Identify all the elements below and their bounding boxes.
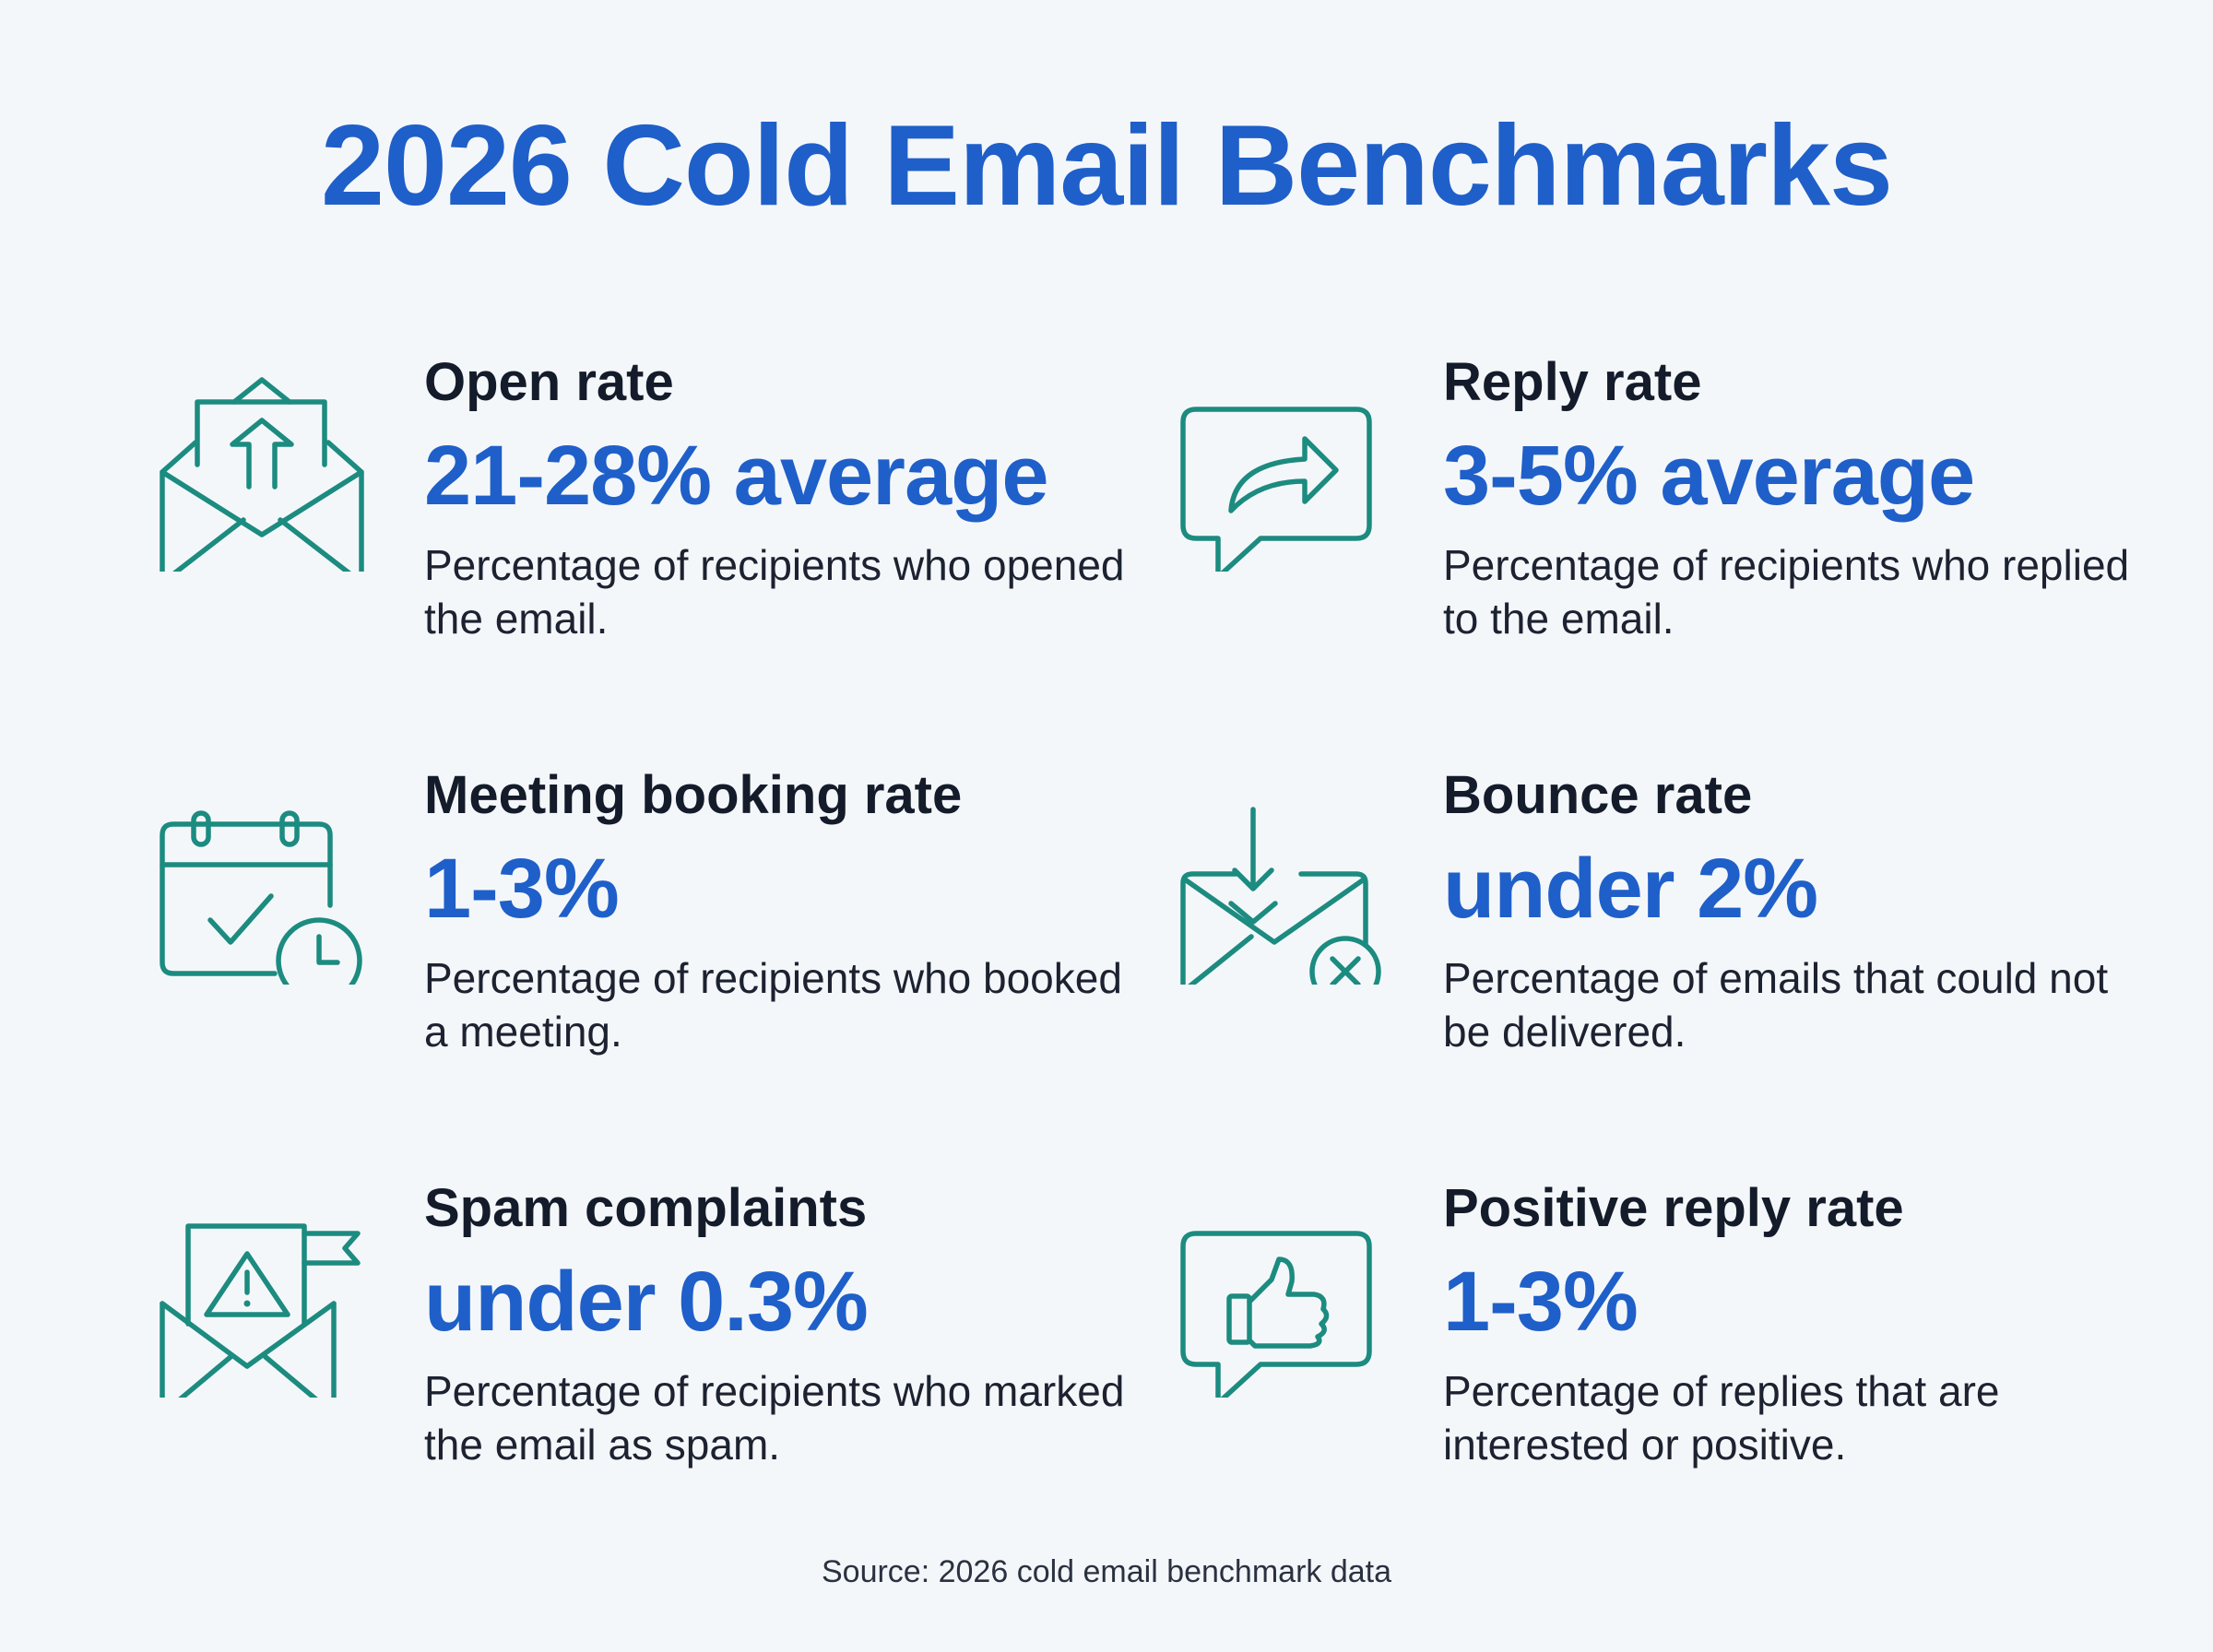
metric-label: Spam complaints [424,1178,868,1238]
envelope-open-upload-icon [157,350,378,572]
metric-label: Bounce rate [1443,765,1753,825]
envelope-warning-flag-icon [157,1176,378,1398]
metric-card-spam-complaints: Spam complaints under 0.3% Percentage of… [157,1176,1153,1490]
metric-card-positive-reply-rate: Positive reply rate 1-3% Percentage of r… [1176,1176,2172,1490]
metric-label: Meeting booking rate [424,765,963,825]
metric-value: under 2% [1443,842,1818,936]
metric-value: 21-28% average [424,429,1049,523]
metric-description: Percentage of recipients who opened the … [424,541,1125,643]
metric-value: 3-5% average [1443,429,1975,523]
metric-card-meeting-booking-rate: Meeting booking rate 1-3% Percentage of … [157,763,1153,1077]
metric-description: Percentage of emails that could not be d… [1443,954,2109,1056]
metric-description: Percentage of recipients who marked the … [424,1367,1125,1469]
metric-value: 1-3% [1443,1255,1639,1349]
metric-card-bounce-rate: Bounce rate under 2% Percentage of email… [1176,763,2172,1077]
metric-label: Reply rate [1443,352,1702,412]
metric-description: Percentage of recipients who booked a me… [424,954,1122,1056]
metric-card-reply-rate: Reply rate 3-5% average Percentage of re… [1176,350,2172,664]
metric-label: Open rate [424,352,674,412]
metric-card-open-rate: Open rate 21-28% average Percentage of r… [157,350,1153,664]
source-note: Source: 2026 cold email benchmark data [821,1554,1392,1589]
page-title: 2026 Cold Email Benchmarks [321,102,1893,230]
metric-description: Percentage of recipients who replied to … [1443,541,2130,643]
metric-value: 1-3% [424,842,620,936]
metric-description: Percentage of replies that are intereste… [1443,1367,2000,1469]
thumbs-up-speech-bubble-icon [1176,1176,1397,1398]
envelope-bounce-x-icon [1176,763,1397,985]
metric-value: under 0.3% [424,1255,869,1349]
reply-speech-bubble-icon [1176,350,1397,572]
calendar-check-clock-icon [157,763,378,985]
metric-label: Positive reply rate [1443,1178,1904,1238]
